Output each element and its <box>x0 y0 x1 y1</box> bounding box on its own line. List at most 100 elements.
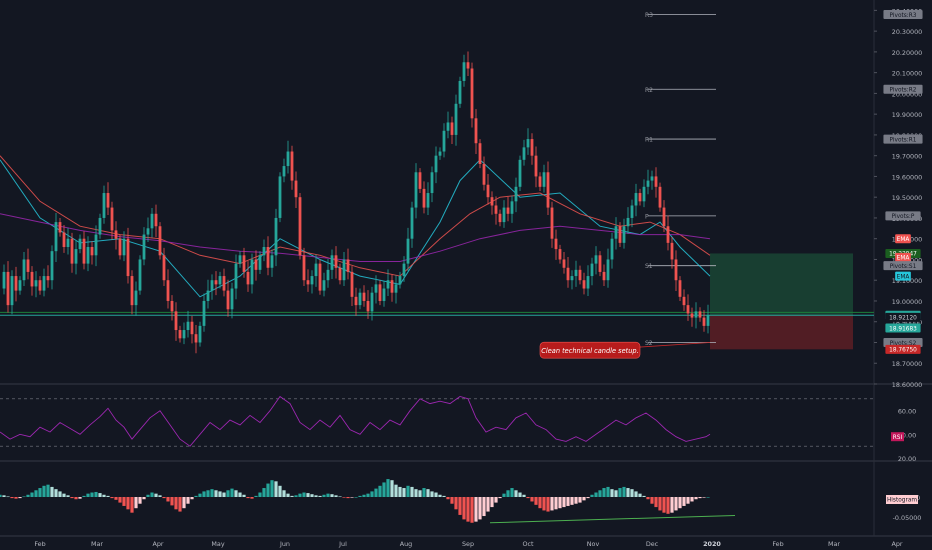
histogram-bar <box>350 497 354 498</box>
candle-body <box>702 317 706 326</box>
candle-body <box>222 276 226 291</box>
price-axis-tag-label: Pivots:P <box>892 214 915 220</box>
candle-body <box>594 255 598 264</box>
histogram-bar <box>394 484 398 497</box>
histogram-bar <box>702 497 706 498</box>
histogram-bar <box>322 494 326 497</box>
price-axis-tag <box>883 84 923 94</box>
histogram-bar <box>490 497 494 508</box>
time-axis-label: Apr <box>891 540 902 548</box>
candle-body <box>382 288 386 301</box>
histogram-tick-label: -0.05000 <box>893 514 922 522</box>
price-pane[interactable]: 20.4000020.3000020.2000020.1000020.00000… <box>0 0 932 537</box>
histogram-bar <box>206 490 210 497</box>
candle-body <box>270 255 274 268</box>
candle-body <box>430 172 434 194</box>
candle-body <box>10 276 14 306</box>
candle-body <box>26 259 30 272</box>
histogram-bar <box>558 497 562 509</box>
histogram-bar <box>370 491 374 497</box>
histogram-bar <box>314 495 318 497</box>
histogram-bar <box>202 491 206 497</box>
histogram-bar <box>466 497 470 522</box>
histogram-bar <box>494 497 498 503</box>
candle-body <box>454 103 458 135</box>
histogram-bar <box>230 488 234 497</box>
candle-body <box>482 163 486 185</box>
candle-body <box>146 228 150 235</box>
histogram-bar <box>310 494 314 497</box>
candle-body <box>518 159 522 187</box>
candle-body <box>98 217 102 235</box>
candle-body <box>238 255 242 264</box>
candle-body <box>494 205 498 214</box>
histogram-bar <box>682 497 686 506</box>
histogram-bar <box>54 489 58 497</box>
candle-body <box>166 280 170 301</box>
candle-body <box>402 263 406 277</box>
histogram-bar <box>146 494 150 497</box>
candle-body <box>170 300 174 312</box>
histogram-bar <box>410 486 414 497</box>
histogram-bar <box>582 497 586 501</box>
candle-body <box>626 217 630 227</box>
histogram-bar <box>338 496 342 498</box>
histogram-bar <box>190 497 194 500</box>
candle-body <box>506 207 510 214</box>
divergence-trendline[interactable] <box>489 514 736 524</box>
time-axis[interactable]: Feb Mar Apr May Jun Jul Aug Sep Oct Nov Dec 2020 Feb… <box>34 540 903 548</box>
candle-body <box>554 238 558 250</box>
candle-body <box>70 238 74 264</box>
histogram-bar <box>258 492 262 497</box>
candle-body <box>522 147 526 160</box>
histogram-bar <box>302 492 306 497</box>
stop-zone[interactable] <box>710 315 853 350</box>
histogram-bar <box>506 490 510 497</box>
histogram-bar <box>278 485 282 497</box>
histogram-bar <box>402 488 406 497</box>
histogram-bar <box>162 497 166 499</box>
time-axis-label: Oct <box>522 540 534 548</box>
histogram-bar <box>290 495 294 497</box>
price-tick-label: 18.90000 <box>892 319 923 327</box>
candle-body <box>658 186 662 208</box>
histogram-bar <box>586 497 590 499</box>
histogram-bar <box>274 481 278 497</box>
candle-body <box>414 172 418 208</box>
price-tick-label: 19.90000 <box>892 111 923 119</box>
price-axis-tag <box>883 134 923 144</box>
price-axis-tag <box>895 234 911 244</box>
price-axis-tag-label: 18.92120 <box>889 316 917 322</box>
histogram-bar <box>442 495 446 497</box>
candle-body <box>290 151 294 181</box>
histogram-bar <box>270 480 274 497</box>
histogram-bar <box>326 493 330 497</box>
candle-body <box>630 205 634 218</box>
candle-body <box>418 172 422 189</box>
histogram-bar <box>58 491 62 497</box>
price-tick-label: 19.50000 <box>892 194 923 202</box>
histogram-bar <box>330 494 334 497</box>
histogram-bar <box>66 495 70 497</box>
histogram-tag <box>886 495 918 504</box>
histogram-bar <box>102 494 106 497</box>
candle-body <box>374 284 378 293</box>
candle-body <box>662 207 666 227</box>
rsi-pane[interactable]: 60.00 40.00 20.00 RSI <box>0 395 916 464</box>
pivot-label: R3 <box>645 12 653 19</box>
histogram-bar <box>118 497 122 503</box>
candle-body <box>122 238 126 256</box>
candle-body <box>586 276 590 289</box>
candle-body <box>674 259 678 281</box>
annotation-callout[interactable] <box>539 341 641 359</box>
candle-body <box>366 300 370 312</box>
candle-body <box>82 238 86 264</box>
histogram-bar <box>438 494 442 497</box>
candle-body <box>590 263 594 277</box>
target-zone[interactable] <box>710 253 853 316</box>
candle-body <box>550 207 554 239</box>
histogram-bar <box>122 497 126 506</box>
candle-body <box>90 247 94 256</box>
